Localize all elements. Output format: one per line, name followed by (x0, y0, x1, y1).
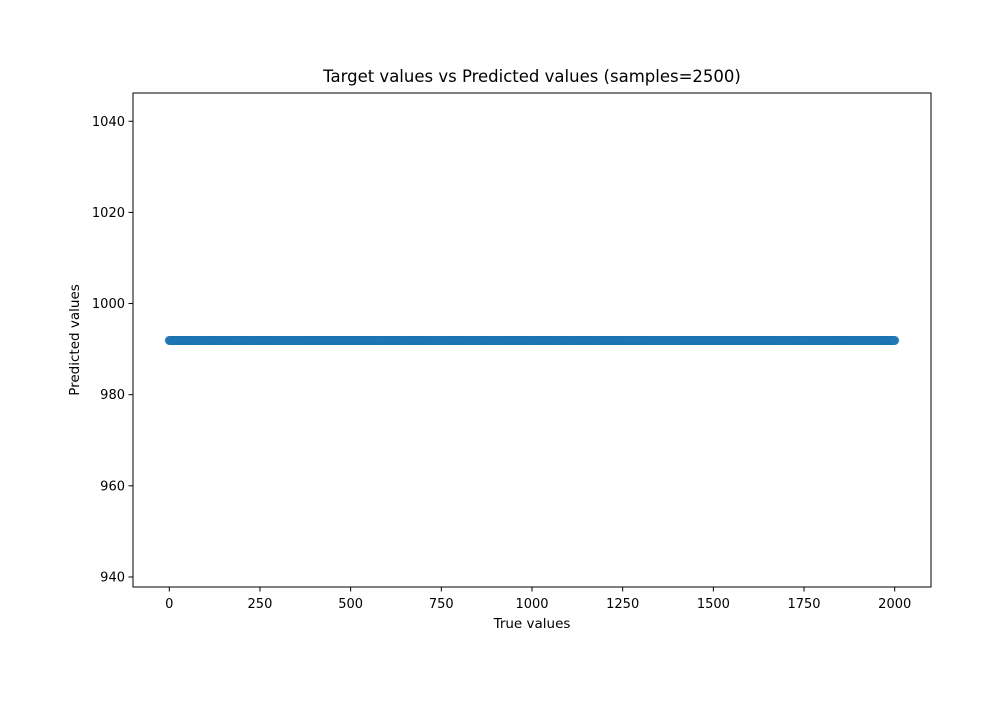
x-tick-label: 250 (248, 597, 273, 612)
x-tick-label: 1750 (787, 597, 820, 612)
x-tick-label: 750 (429, 597, 454, 612)
x-tick-label: 0 (165, 597, 173, 612)
x-axis: 0 250 500 750 1000 1250 1500 1750 2000 (165, 587, 911, 612)
x-tick-label: 1250 (606, 597, 639, 612)
x-tick-label: 2000 (878, 597, 911, 612)
y-axis: 940 960 980 1000 1020 1040 (92, 115, 133, 585)
chart-title: Target values vs Predicted values (sampl… (322, 67, 741, 86)
x-tick-label: 500 (338, 597, 363, 612)
y-tick-label: 960 (100, 479, 125, 494)
data-points (164, 335, 900, 345)
x-tick-label: 1000 (515, 597, 548, 612)
y-tick-label: 980 (100, 388, 125, 403)
y-tick-label: 1000 (92, 297, 125, 312)
y-tick-label: 940 (100, 570, 125, 585)
data-point (890, 335, 900, 345)
x-tick-label: 1500 (697, 597, 730, 612)
y-tick-label: 1020 (92, 206, 125, 221)
y-tick-label: 1040 (92, 115, 125, 130)
x-axis-label: True values (493, 616, 571, 632)
y-axis-label: Predicted values (67, 284, 83, 396)
